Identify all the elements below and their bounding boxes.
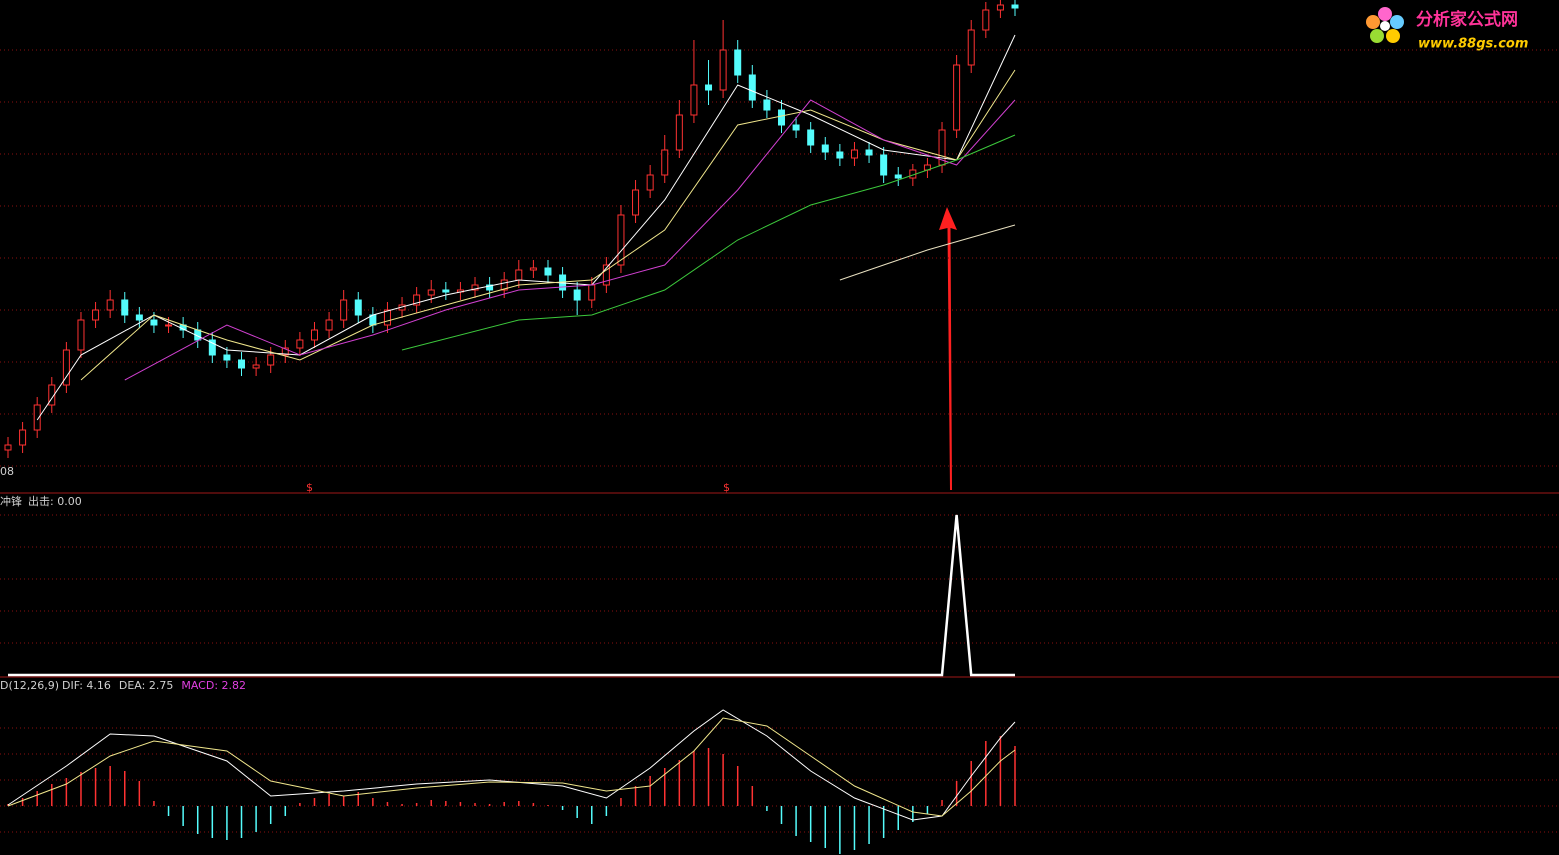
moving-average (124, 99, 1016, 381)
candle-body (4, 444, 12, 451)
candle-body (267, 354, 275, 366)
candle-body (953, 64, 961, 131)
candle-body (763, 99, 771, 111)
indicator-title: 冲锋 (0, 494, 22, 508)
candle-body (238, 359, 246, 369)
candle-body (836, 151, 844, 159)
candle-body (413, 294, 421, 306)
candle-body (106, 299, 114, 311)
price-label: 08 (0, 465, 14, 478)
candle-body (92, 309, 100, 321)
candle-body (807, 129, 815, 146)
candle-body (310, 329, 318, 341)
arrow (939, 207, 957, 490)
candle-body (617, 214, 625, 266)
candle-body (573, 289, 581, 301)
candle-body (208, 339, 216, 356)
candle-body (296, 339, 304, 349)
candle-body (632, 189, 640, 216)
candle-body (135, 314, 143, 321)
candle-body (529, 267, 537, 271)
candle-body (967, 29, 975, 66)
candle-body (340, 299, 348, 321)
candle-body (515, 269, 523, 281)
candle-body (62, 349, 70, 386)
moving-average (80, 69, 1016, 381)
logo-title: 分析家公式网 (1416, 9, 1518, 30)
candle-body (427, 289, 435, 296)
macd-line (7, 709, 1016, 821)
candle-body (77, 319, 85, 351)
moving-average (839, 224, 1016, 281)
macd-value-label: DIF: 4.16 (62, 679, 111, 692)
indicator-line (8, 514, 1015, 677)
candle-body (500, 279, 508, 291)
candle-body (165, 324, 173, 327)
marker: $ (723, 481, 730, 494)
candle-body (48, 384, 56, 406)
indicator-label: 出击: 0.00 (28, 494, 82, 508)
candle-body (1011, 4, 1019, 9)
candle-body (880, 154, 888, 176)
moving-average (401, 134, 1016, 351)
candle-body (325, 319, 333, 331)
macd-line (7, 717, 1016, 817)
candle-body (850, 149, 858, 159)
candle-body (996, 4, 1004, 11)
candle-body (281, 347, 289, 356)
candle-body (865, 149, 873, 156)
candle-body (792, 124, 800, 131)
candle-body (675, 114, 683, 151)
candle-body (471, 284, 479, 291)
candle-body (354, 299, 362, 316)
macd-title: D(12,26,9) (0, 679, 59, 692)
candle-body (602, 264, 610, 286)
logo-url: www.88gs.com (1418, 37, 1528, 52)
candle-body (646, 174, 654, 191)
candle-body (223, 354, 231, 361)
candle-body (734, 49, 742, 76)
candle-body (252, 364, 260, 369)
candle-body (719, 49, 727, 91)
candle-body (690, 84, 698, 116)
logo-icon (1366, 7, 1404, 43)
candle-body (748, 74, 756, 101)
candle-body (486, 284, 494, 291)
candle-body (821, 144, 829, 153)
candle-body (383, 309, 391, 326)
candle-body (121, 299, 129, 316)
candle-body (588, 284, 596, 301)
candle-body (150, 319, 158, 326)
macd-value-label: MACD: 2.82 (181, 679, 246, 692)
moving-average (36, 34, 1016, 421)
candle-body (894, 174, 902, 179)
candle-body (705, 84, 713, 91)
candle-body (982, 9, 990, 31)
macd-value-label: DEA: 2.75 (119, 679, 173, 692)
candle-body (661, 149, 669, 176)
candle-body (33, 404, 41, 431)
candle-body (19, 429, 27, 446)
candle-body (777, 109, 785, 126)
candle-body (442, 289, 450, 293)
candle-body (544, 267, 552, 276)
marker: $ (306, 481, 313, 494)
